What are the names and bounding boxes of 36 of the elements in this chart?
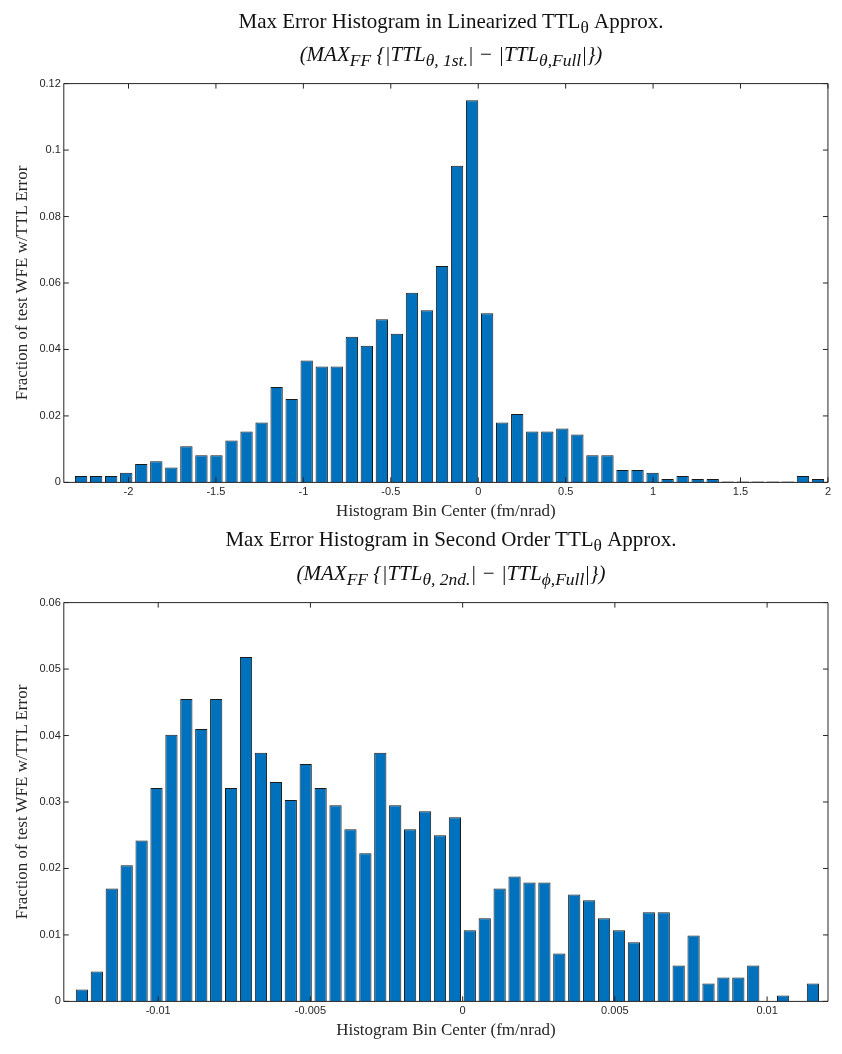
y-axis-title: Fraction of test WFE w/TTL Error: [11, 165, 31, 401]
y-tick-label: 0: [54, 994, 61, 1007]
y-tick-label: 0.02: [39, 409, 61, 422]
x-tick-label: -0.005: [294, 1003, 327, 1016]
x-tick-label: 0.005: [601, 1003, 629, 1016]
x-tick-label: -2: [123, 485, 134, 498]
chart-subtitle: (MAX$_{FF}$ {|TTL$_{θ, 1st.}$| − |TTL$_{θ,Full}$|}): [298, 41, 604, 73]
x-tick-label: 1: [650, 485, 657, 498]
x-axis-title: Histogram Bin Center (fm/nrad): [336, 501, 556, 521]
y-axis-title: Fraction of test WFE w/TTL Error: [11, 684, 31, 920]
y-tick-label: 0: [54, 475, 61, 488]
x-tick-label: 0: [459, 1003, 466, 1016]
y-tick-label: 0.04: [39, 342, 61, 355]
x-tick-label: -1.5: [206, 485, 226, 498]
y-tick-label: 0.03: [39, 794, 61, 807]
x-tick-label: 1.5: [732, 485, 749, 498]
x-tick-label: -1: [298, 485, 309, 498]
x-tick-label: 2: [824, 485, 831, 498]
x-tick-label: 0.01: [756, 1003, 778, 1016]
y-tick-label: 0.04: [39, 728, 61, 741]
x-tick-label: 0.5: [558, 485, 574, 498]
x-tick-label: 0: [475, 485, 482, 498]
y-tick-label: 0.02: [39, 861, 61, 874]
y-tick-label: 0.01: [39, 927, 61, 940]
x-tick-label: -0.01: [145, 1003, 171, 1016]
y-tick-label: 0.05: [39, 661, 61, 674]
chart-subtitle: (MAX$_{FF}$ {|TTL$_{θ, 2nd.}$| − |TTL$_{ϕ,Full}$|}): [295, 559, 607, 591]
x-axis-title: Histogram Bin Center (fm/nrad): [336, 1020, 556, 1040]
y-tick-label: 0.08: [39, 209, 61, 222]
y-tick-label: 0.06: [39, 276, 61, 289]
x-tick-label: -0.5: [381, 485, 401, 498]
chart-title: Max Error Histogram in Second Order TTL$_{θ}$ Approx.: [224, 526, 678, 558]
y-tick-label: 0.12: [39, 77, 61, 90]
chart-title: Max Error Histogram in Linearized TTL$_{θ}$ Approx.: [237, 8, 665, 40]
y-tick-label: 0.1: [45, 143, 61, 156]
y-tick-label: 0.06: [39, 595, 61, 608]
